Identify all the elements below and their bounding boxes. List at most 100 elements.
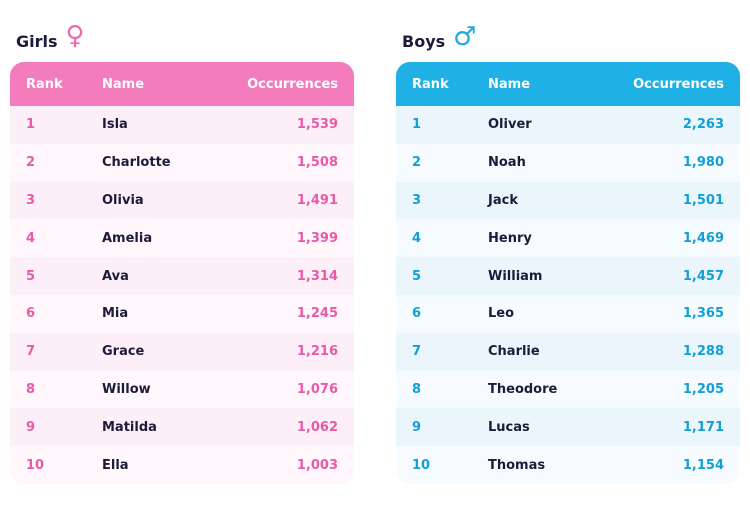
rank-cell: 9: [26, 419, 36, 435]
occurrences-cell: 1,062: [296, 419, 338, 435]
boys-table-header: Rank Name Occurrences: [396, 62, 740, 106]
rank-cell: 10: [26, 457, 45, 473]
girls-panel: Girls ♀ Rank Name Occurrences 1 Isla 1,539…: [10, 20, 354, 484]
girls-heading: Girls ♀: [10, 20, 354, 62]
girls-table-body: 1 Isla 1,539 2 Charlotte 1,508 3 Olivia 1,491 …: [10, 106, 354, 484]
occurrences-cell: 1,365: [682, 306, 724, 322]
rank-cell: 10: [412, 457, 431, 473]
name-cell: Theodore: [488, 381, 558, 397]
table-row: 4 Amelia 1,399: [10, 219, 354, 258]
occurrences-cell: 1,399: [296, 230, 338, 246]
rank-cell: 6: [412, 306, 422, 322]
name-cell: Ava: [102, 268, 129, 284]
table-row: 3 Olivia 1,491: [10, 181, 354, 220]
name-cell: Lucas: [488, 419, 530, 435]
table-row: 3 Jack 1,501: [396, 181, 740, 220]
occurrences-cell: 1,501: [682, 192, 724, 208]
occurrences-cell: 1,288: [682, 344, 724, 360]
table-row: 7 Grace 1,216: [10, 332, 354, 371]
rank-cell: 8: [412, 381, 422, 397]
boys-table: Rank Name Occurrences 1 Oliver 2,263 2 Noah…: [396, 62, 740, 484]
occurrences-cell: 1,314: [296, 268, 338, 284]
name-cell: Isla: [102, 117, 128, 133]
rank-cell: 2: [412, 155, 422, 171]
table-row: 7 Charlie 1,288: [396, 332, 740, 371]
rank-cell: 4: [412, 230, 422, 246]
column-header-rank: Rank: [26, 76, 63, 92]
rank-cell: 1: [412, 117, 422, 133]
occurrences-cell: 1,469: [682, 230, 724, 246]
table-row: 10 Thomas 1,154: [396, 446, 740, 484]
boys-panel: Boys ♂ Rank Name Occurrences 1 Oliver 2,26…: [396, 20, 740, 484]
table-row: 6 Leo 1,365: [396, 294, 740, 333]
occurrences-cell: 1,076: [296, 381, 338, 397]
rank-cell: 4: [26, 230, 36, 246]
occurrences-cell: 1,205: [682, 381, 724, 397]
column-header-rank: Rank: [412, 76, 449, 92]
name-cell: Mia: [102, 306, 129, 322]
table-row: 4 Henry 1,469: [396, 219, 740, 258]
name-cell: Henry: [488, 230, 532, 246]
rank-cell: 6: [26, 306, 36, 322]
boys-title: Boys: [402, 31, 446, 51]
name-cell: Thomas: [488, 457, 546, 473]
column-header-name: Name: [488, 76, 531, 92]
column-header-occurrences: Occurrences: [247, 76, 338, 92]
male-symbol-icon: ♂: [453, 22, 477, 52]
rank-cell: 5: [412, 268, 422, 284]
name-cell: Leo: [488, 306, 515, 322]
name-cell: Charlie: [488, 344, 540, 360]
rank-cell: 7: [412, 344, 422, 360]
occurrences-cell: 1,216: [296, 344, 338, 360]
column-header-occurrences: Occurrences: [633, 76, 724, 92]
occurrences-cell: 1,980: [682, 155, 724, 171]
name-cell: Olivia: [102, 192, 144, 208]
table-row: 8 Theodore 1,205: [396, 370, 740, 409]
rank-cell: 1: [26, 117, 36, 133]
occurrences-cell: 1,539: [296, 117, 338, 133]
occurrences-cell: 1,245: [296, 306, 338, 322]
table-row: 10 Ella 1,003: [10, 446, 354, 484]
name-cell: Amelia: [102, 230, 153, 246]
girls-title: Girls: [16, 31, 58, 51]
rank-cell: 5: [26, 268, 36, 284]
name-cell: William: [488, 268, 543, 284]
name-cell: Charlotte: [102, 155, 171, 171]
table-row: 2 Charlotte 1,508: [10, 143, 354, 182]
rank-cell: 8: [26, 381, 36, 397]
table-row: 5 William 1,457: [396, 257, 740, 295]
occurrences-cell: 1,491: [296, 192, 338, 208]
name-cell: Willow: [102, 381, 151, 397]
table-row: 9 Lucas 1,171: [396, 408, 740, 447]
occurrences-cell: 1,003: [296, 457, 338, 473]
name-cell: Jack: [488, 192, 518, 208]
table-row: 9 Matilda 1,062: [10, 408, 354, 447]
boys-heading: Boys ♂: [396, 20, 740, 62]
occurrences-cell: 1,154: [682, 457, 724, 473]
table-row: 1 Isla 1,539: [10, 106, 354, 144]
rank-cell: 7: [26, 344, 36, 360]
table-row: 8 Willow 1,076: [10, 370, 354, 409]
rank-cell: 2: [26, 155, 36, 171]
girls-table: Rank Name Occurrences 1 Isla 1,539 2 Charlo…: [10, 62, 354, 484]
name-cell: Noah: [488, 155, 526, 171]
column-header-name: Name: [102, 76, 145, 92]
rank-cell: 9: [412, 419, 422, 435]
name-cell: Ella: [102, 457, 129, 473]
table-row: 1 Oliver 2,263: [396, 106, 740, 144]
table-row: 2 Noah 1,980: [396, 143, 740, 182]
name-cell: Oliver: [488, 117, 532, 133]
occurrences-cell: 1,171: [682, 419, 724, 435]
occurrences-cell: 1,508: [296, 155, 338, 171]
table-row: 6 Mia 1,245: [10, 294, 354, 333]
occurrences-cell: 1,457: [682, 268, 724, 284]
occurrences-cell: 2,263: [682, 117, 724, 133]
rank-cell: 3: [412, 192, 422, 208]
female-symbol-icon: ♀: [65, 21, 85, 51]
table-row: 5 Ava 1,314: [10, 257, 354, 295]
name-cell: Grace: [102, 344, 145, 360]
rank-cell: 3: [26, 192, 36, 208]
name-cell: Matilda: [102, 419, 157, 435]
boys-table-body: 1 Oliver 2,263 2 Noah 1,980 3 Jack 1,501 4 Henr…: [396, 106, 740, 484]
girls-table-header: Rank Name Occurrences: [10, 62, 354, 106]
